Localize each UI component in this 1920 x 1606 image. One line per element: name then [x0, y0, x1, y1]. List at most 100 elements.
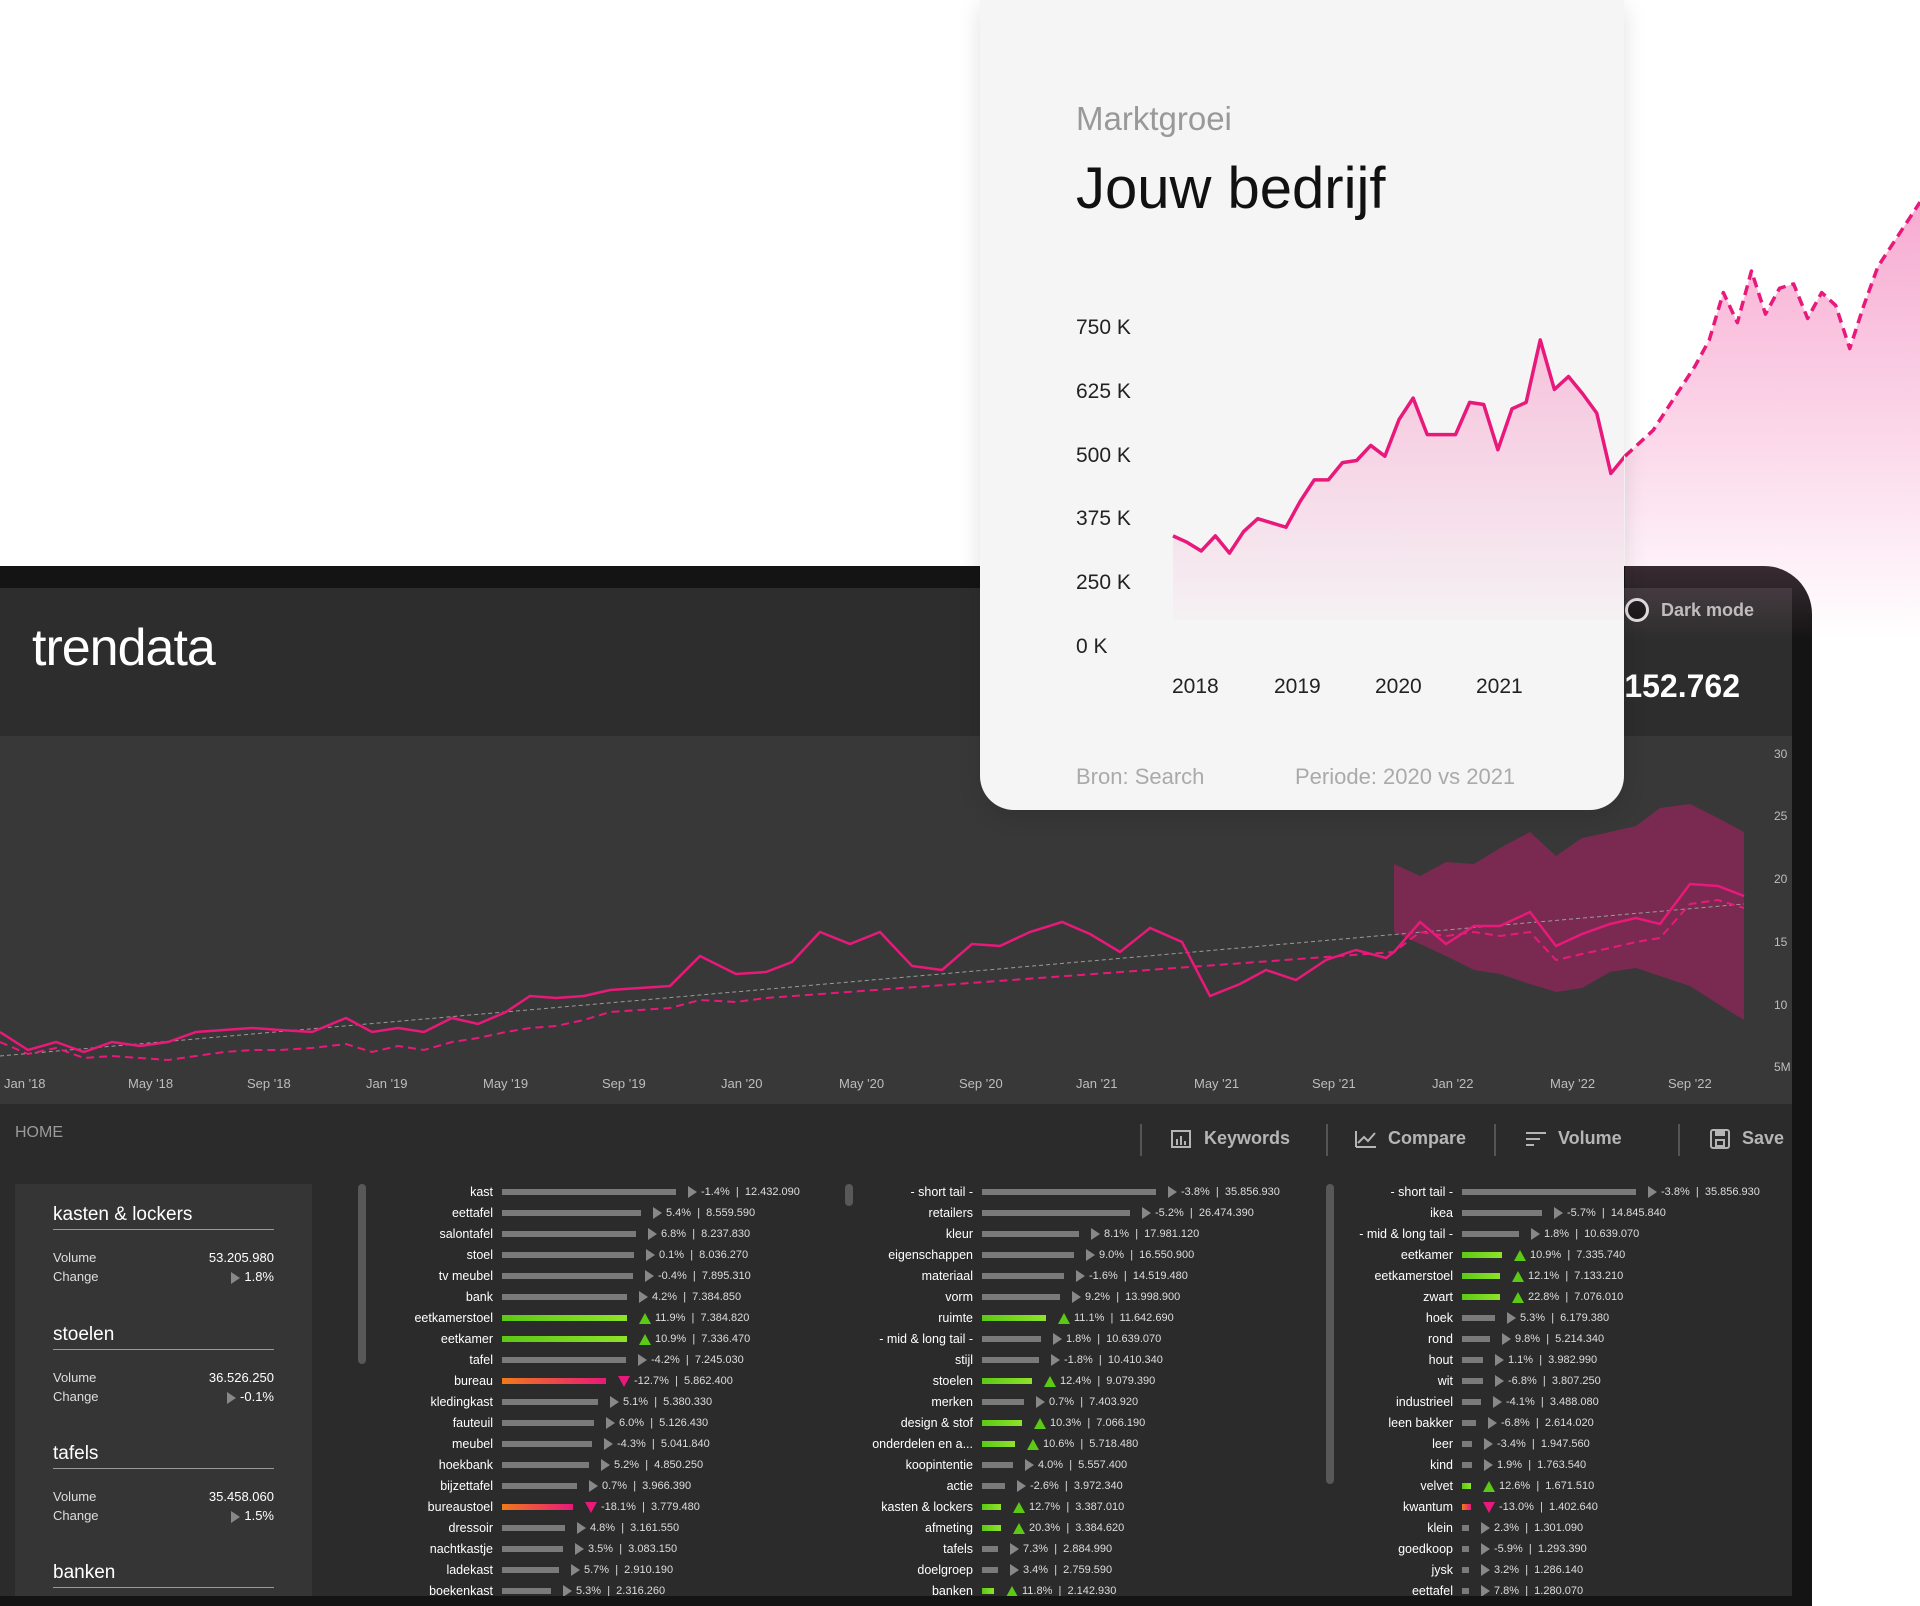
keyword-change: 5.2%: [614, 1459, 640, 1471]
scrollbar[interactable]: [1326, 1184, 1334, 1484]
volume-bar: [982, 1210, 1130, 1216]
forecast-series-line: [1623, 201, 1920, 458]
volume-bar: [502, 1441, 592, 1447]
keyword-stats: -5.7% | 14.845.840: [1554, 1207, 1666, 1220]
volume-bar: [982, 1294, 1060, 1300]
volume-bar: [982, 1357, 1039, 1363]
change-label: Change: [53, 1508, 99, 1523]
arrow-right-icon: [575, 1543, 584, 1556]
keyword-change: -6.8%: [1508, 1375, 1537, 1387]
volume-bar: [982, 1462, 1013, 1468]
keyword-name: zwart: [1423, 1290, 1453, 1304]
keyword-volume: 26.474.390: [1198, 1207, 1254, 1219]
keyword-change: -2.6%: [1030, 1480, 1059, 1492]
keyword-volume: 3.083.150: [628, 1543, 678, 1555]
dark-mode-control[interactable]: Dark mode: [1625, 598, 1754, 622]
keyword-name: ladekast: [446, 1563, 493, 1577]
arrow-right-icon: [1484, 1438, 1493, 1451]
arrow-right-icon: [1495, 1354, 1504, 1367]
keyword-name: wit: [1437, 1374, 1453, 1388]
keyword-stats: -5.2% | 26.474.390: [1142, 1207, 1254, 1220]
keyword-change: -4.1%: [1506, 1396, 1535, 1408]
save-label: Save: [1742, 1128, 1785, 1148]
keyword-stats: -1.4% | 12.432.090: [688, 1186, 800, 1199]
keyword-stats: 10.9% | 7.336.470: [639, 1333, 750, 1345]
volume-bar: [1462, 1294, 1500, 1300]
volume-bar: [1462, 1378, 1483, 1384]
keyword-stats: 1.9% | 1.763.540: [1484, 1459, 1586, 1472]
category-volume: 35.458.060: [208, 1489, 274, 1504]
keyword-stats: -0.4% | 7.895.310: [645, 1270, 751, 1283]
category-card[interactable]: kasten & lockers Volume 53.205.980 Change…: [53, 1204, 274, 1284]
card-period: Periode: 2020 vs 2021: [1295, 764, 1516, 789]
arrow-up-icon: [1013, 1522, 1025, 1534]
keyword-name: kledingkast: [430, 1395, 493, 1409]
volume-bar: [1462, 1567, 1469, 1573]
y-tick-label: 500 K: [1076, 444, 1131, 467]
y-tick-label: 15: [1774, 935, 1788, 949]
x-tick-label: Jan '22: [1432, 1076, 1474, 1091]
keywords-button[interactable]: Keywords: [1170, 1128, 1290, 1149]
keyword-volume: 9.079.390: [1106, 1375, 1156, 1387]
sort-icon: [1526, 1131, 1546, 1146]
keyword-volume: 5.041.840: [660, 1438, 710, 1450]
keyword-volume: 7.384.820: [700, 1312, 750, 1324]
category-card[interactable]: stoelen Volume 36.526.250 Change -0.1%: [53, 1324, 274, 1404]
volume-bar: [502, 1525, 565, 1531]
keyword-name: kwantum: [1402, 1500, 1453, 1514]
scrollbar[interactable]: [845, 1184, 853, 1206]
save-button[interactable]: Save: [1708, 1128, 1784, 1149]
arrow-up-icon: [1034, 1417, 1046, 1429]
keyword-volume: 14.519.480: [1132, 1270, 1188, 1282]
volume-bar: [502, 1315, 627, 1321]
category-card[interactable]: tafels Volume 35.458.060 Change 1.5%: [53, 1443, 274, 1523]
x-tick-label: Jan '20: [721, 1076, 763, 1091]
keyword-name: kasten & lockers: [881, 1500, 973, 1514]
trend-arrow-icon: [231, 1510, 241, 1523]
keyword-stats: 12.6% | 1.671.510: [1483, 1480, 1594, 1492]
volume-bar: [1462, 1483, 1471, 1489]
x-tick-label: Sep '22: [1668, 1076, 1712, 1091]
arrow-right-icon: [1076, 1270, 1085, 1283]
volume-bar: [1462, 1273, 1500, 1279]
keyword-name: retailers: [928, 1206, 973, 1220]
keyword-stats: 5.1% | 5.380.330: [610, 1396, 712, 1409]
keyword-change: 9.8%: [1515, 1333, 1541, 1345]
x-tick-label: Sep '19: [602, 1076, 646, 1091]
y-tick-label: 30: [1774, 747, 1788, 761]
arrow-right-icon: [639, 1291, 648, 1304]
category-change: 1.8%: [244, 1269, 274, 1284]
keyword-name: bank: [465, 1290, 493, 1304]
trend-chart: Jan '18 May '18 Sep '18 Jan '19 May '19 Sep '…: [0, 747, 1791, 1091]
volume-bar: [1462, 1252, 1502, 1258]
category-change: -0.1%: [240, 1389, 274, 1404]
scrollbar[interactable]: [358, 1184, 366, 1364]
keyword-volume: 7.133.210: [1574, 1270, 1624, 1282]
keyword-stats: 11.1% | 11.642.690: [1058, 1312, 1174, 1324]
volume-button[interactable]: Volume: [1524, 1128, 1622, 1149]
actual-line: [0, 882, 1745, 1054]
keyword-name: jysk: [1431, 1563, 1453, 1577]
keyword-name: koopintentie: [905, 1458, 973, 1472]
compare-button[interactable]: Compare: [1354, 1128, 1466, 1149]
keyword-change: 5.1%: [623, 1396, 649, 1408]
volume-bar: [982, 1189, 1156, 1195]
arrow-right-icon: [1554, 1207, 1563, 1220]
keyword-stats: 4.2% | 7.384.850: [639, 1291, 741, 1304]
x-tick-label: May '19: [483, 1076, 528, 1091]
keyword-name: kast: [470, 1185, 493, 1199]
keyword-stats: 6.0% | 5.126.430: [606, 1417, 708, 1430]
volume-bar: [502, 1399, 598, 1405]
keyword-stats: 10.3% | 7.066.190: [1034, 1417, 1145, 1429]
arrow-right-icon: [1488, 1417, 1497, 1430]
keyword-name: doelgroep: [917, 1563, 973, 1577]
keyword-volume: 3.972.340: [1073, 1480, 1123, 1492]
volume-bar: [982, 1315, 1046, 1321]
category-card[interactable]: banken: [53, 1562, 274, 1588]
arrow-right-icon: [1051, 1354, 1060, 1367]
keyword-volume: 11.642.690: [1119, 1312, 1174, 1324]
keyword-change: -5.2%: [1155, 1207, 1184, 1219]
dark-mode-toggle[interactable]: [1625, 598, 1649, 622]
breadcrumb-home[interactable]: HOME: [15, 1124, 63, 1141]
keyword-name: bijzettafel: [440, 1479, 493, 1493]
